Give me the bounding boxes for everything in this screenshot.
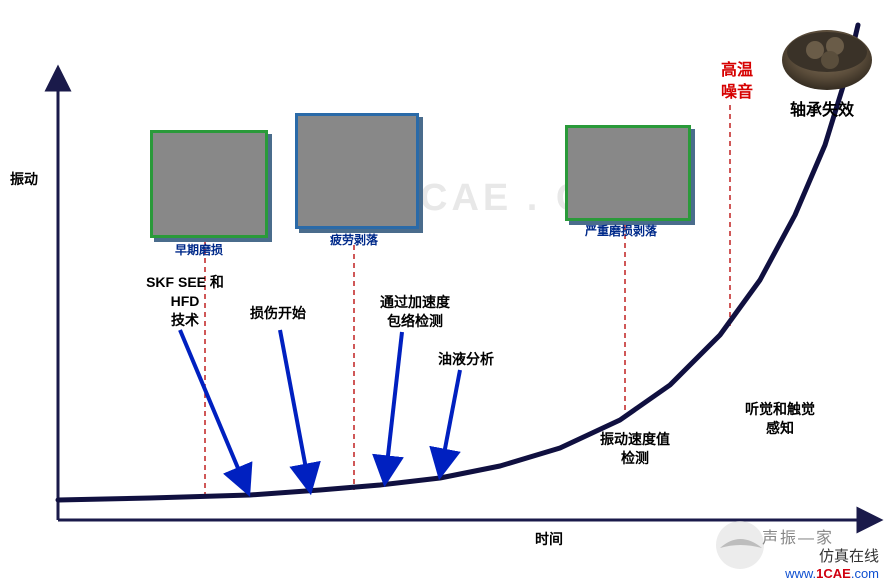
label-vib-vel: 振动速度值 检测: [590, 430, 680, 468]
label-skf: SKF SEE 和 HFD 技术: [130, 273, 240, 330]
frame-fatigue-spall: [295, 113, 419, 229]
label-hot-noise: 高温 噪音: [712, 60, 762, 103]
caption-fatigue-spall: 疲劳剥落: [330, 232, 378, 248]
frame-early-wear: [150, 130, 268, 238]
label-damage: 损伤开始: [250, 304, 306, 323]
label-failure: 轴承失效: [790, 100, 854, 122]
watermark-url: www.1CAE.com: [785, 565, 879, 583]
watermark-logo: [716, 521, 764, 569]
img-failed-bearing: [782, 30, 872, 90]
caption-early-wear: 早期磨损: [175, 242, 223, 258]
arrow-group: [180, 330, 460, 492]
x-axis-label: 时间: [535, 530, 563, 549]
caption-severe-spall: 严重磨损剥落: [585, 223, 657, 239]
label-accel: 通过加速度 包络检测: [365, 293, 465, 331]
frame-severe-spall: [565, 125, 691, 221]
watermark-site: 仿真在线: [819, 547, 879, 567]
label-oil: 油液分析: [438, 350, 494, 369]
y-axis-label: 振动: [10, 170, 38, 189]
label-hear: 听觉和触觉 感知: [730, 400, 830, 438]
